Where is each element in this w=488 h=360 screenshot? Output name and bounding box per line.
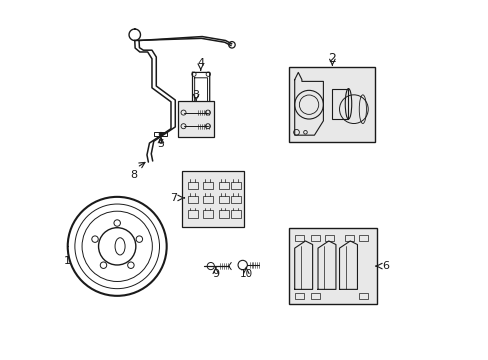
Bar — [294, 293, 303, 300]
Bar — [188, 211, 198, 218]
Bar — [231, 196, 241, 203]
Text: 6: 6 — [382, 261, 389, 271]
Bar — [218, 211, 228, 218]
Bar — [310, 234, 319, 241]
Bar — [310, 293, 319, 300]
Bar — [203, 182, 213, 189]
Bar — [178, 101, 214, 137]
Bar — [218, 182, 228, 189]
Bar — [325, 234, 333, 241]
Text: 5: 5 — [157, 139, 164, 149]
Bar — [188, 196, 198, 203]
Text: 3: 3 — [192, 90, 199, 100]
Bar — [289, 67, 374, 142]
Bar — [359, 293, 367, 300]
Bar — [294, 234, 303, 241]
Bar — [289, 228, 376, 304]
Bar — [218, 196, 228, 203]
Bar — [203, 196, 213, 203]
Text: 1: 1 — [64, 256, 71, 266]
Text: 10: 10 — [239, 269, 252, 279]
Text: 2: 2 — [328, 51, 336, 64]
Bar — [231, 211, 241, 218]
Text: 4: 4 — [197, 58, 204, 68]
Bar — [182, 171, 244, 226]
Bar — [359, 234, 367, 241]
Text: 9: 9 — [212, 269, 219, 279]
Text: 7: 7 — [170, 193, 177, 203]
Bar — [203, 211, 213, 218]
Bar — [188, 182, 198, 189]
Bar — [332, 89, 348, 119]
Bar — [231, 182, 241, 189]
Bar — [344, 234, 353, 241]
Bar — [154, 132, 167, 136]
Text: 8: 8 — [129, 170, 137, 180]
Circle shape — [159, 132, 163, 136]
